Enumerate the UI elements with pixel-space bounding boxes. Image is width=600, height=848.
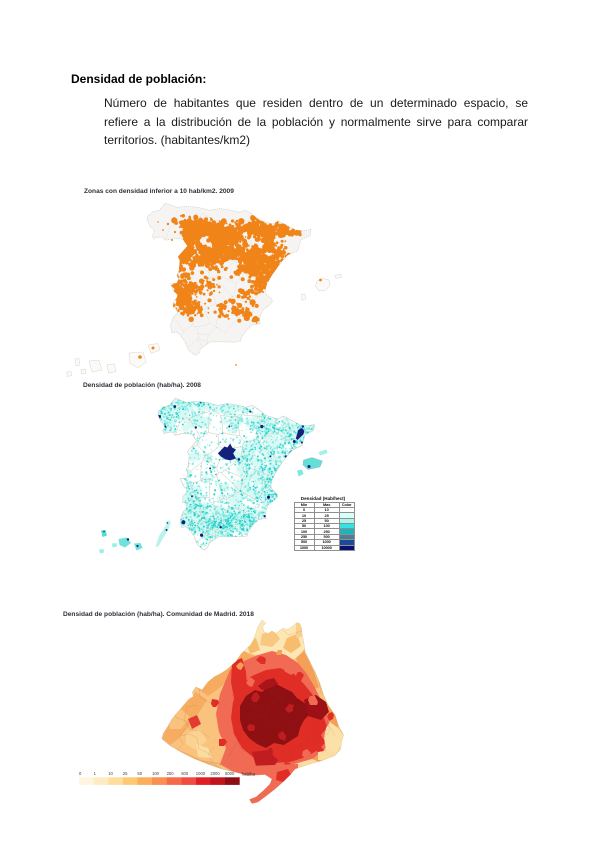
svg-text:1: 1	[94, 771, 97, 776]
svg-text:10: 10	[108, 771, 113, 776]
svg-text:5000: 5000	[225, 771, 235, 776]
svg-text:25: 25	[123, 771, 128, 776]
svg-text:100: 100	[152, 771, 160, 776]
svg-text:0: 0	[79, 771, 82, 776]
svg-text:50: 50	[137, 771, 142, 776]
svg-text:250: 250	[167, 771, 175, 776]
svg-text:500: 500	[181, 771, 189, 776]
svg-text:2000: 2000	[210, 771, 220, 776]
svg-text:hab/ha: hab/ha	[242, 772, 256, 777]
svg-text:1000: 1000	[196, 771, 206, 776]
